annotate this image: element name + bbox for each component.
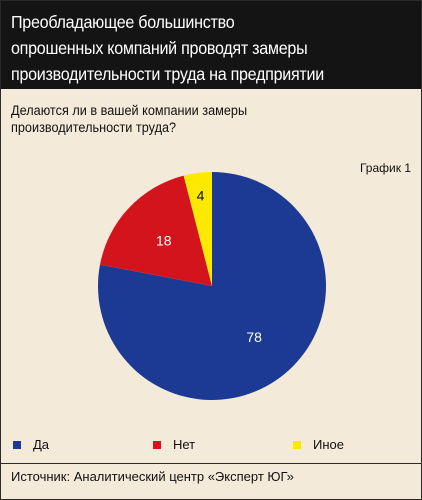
chart-legend: Да Нет Иное xyxy=(1,427,421,463)
headline-line-1: Преобладающее большинство xyxy=(11,12,235,32)
pie-slice-label-2: 4 xyxy=(197,188,205,204)
headline-line-3: производительности труда на предприятии xyxy=(11,64,324,84)
pie-slice-1 xyxy=(100,175,212,286)
pie-slice-label-1: 18 xyxy=(156,233,172,249)
question-line-2: производительности труда? xyxy=(11,120,177,135)
legend-swatch-da xyxy=(13,441,21,449)
legend-label-da: Да xyxy=(33,437,50,452)
footer-divider xyxy=(1,463,421,464)
legend-swatch-net xyxy=(153,441,161,449)
header-banner: Преобладающее большинство опрошенных ком… xyxy=(1,1,421,89)
headline-line-2: опрошенных компаний проводят замеры xyxy=(11,38,308,58)
legend-swatch-inoe xyxy=(293,441,301,449)
question-line-1: Делаются ли в вашей компании замеры xyxy=(11,103,248,118)
pie-chart: 78 18 4 xyxy=(97,172,326,400)
survey-question: Делаются ли в вашей компании замеры прои… xyxy=(11,102,411,136)
legend-label-inoe: Иное xyxy=(313,437,344,452)
graph-number-label: График 1 xyxy=(359,161,411,175)
legend-label-net: Нет xyxy=(173,437,196,452)
pie-slice-label-0: 78 xyxy=(246,329,262,345)
pie-slice-2 xyxy=(183,172,212,286)
source-note: Источник: Аналитический центр «Эксперт Ю… xyxy=(11,469,294,484)
